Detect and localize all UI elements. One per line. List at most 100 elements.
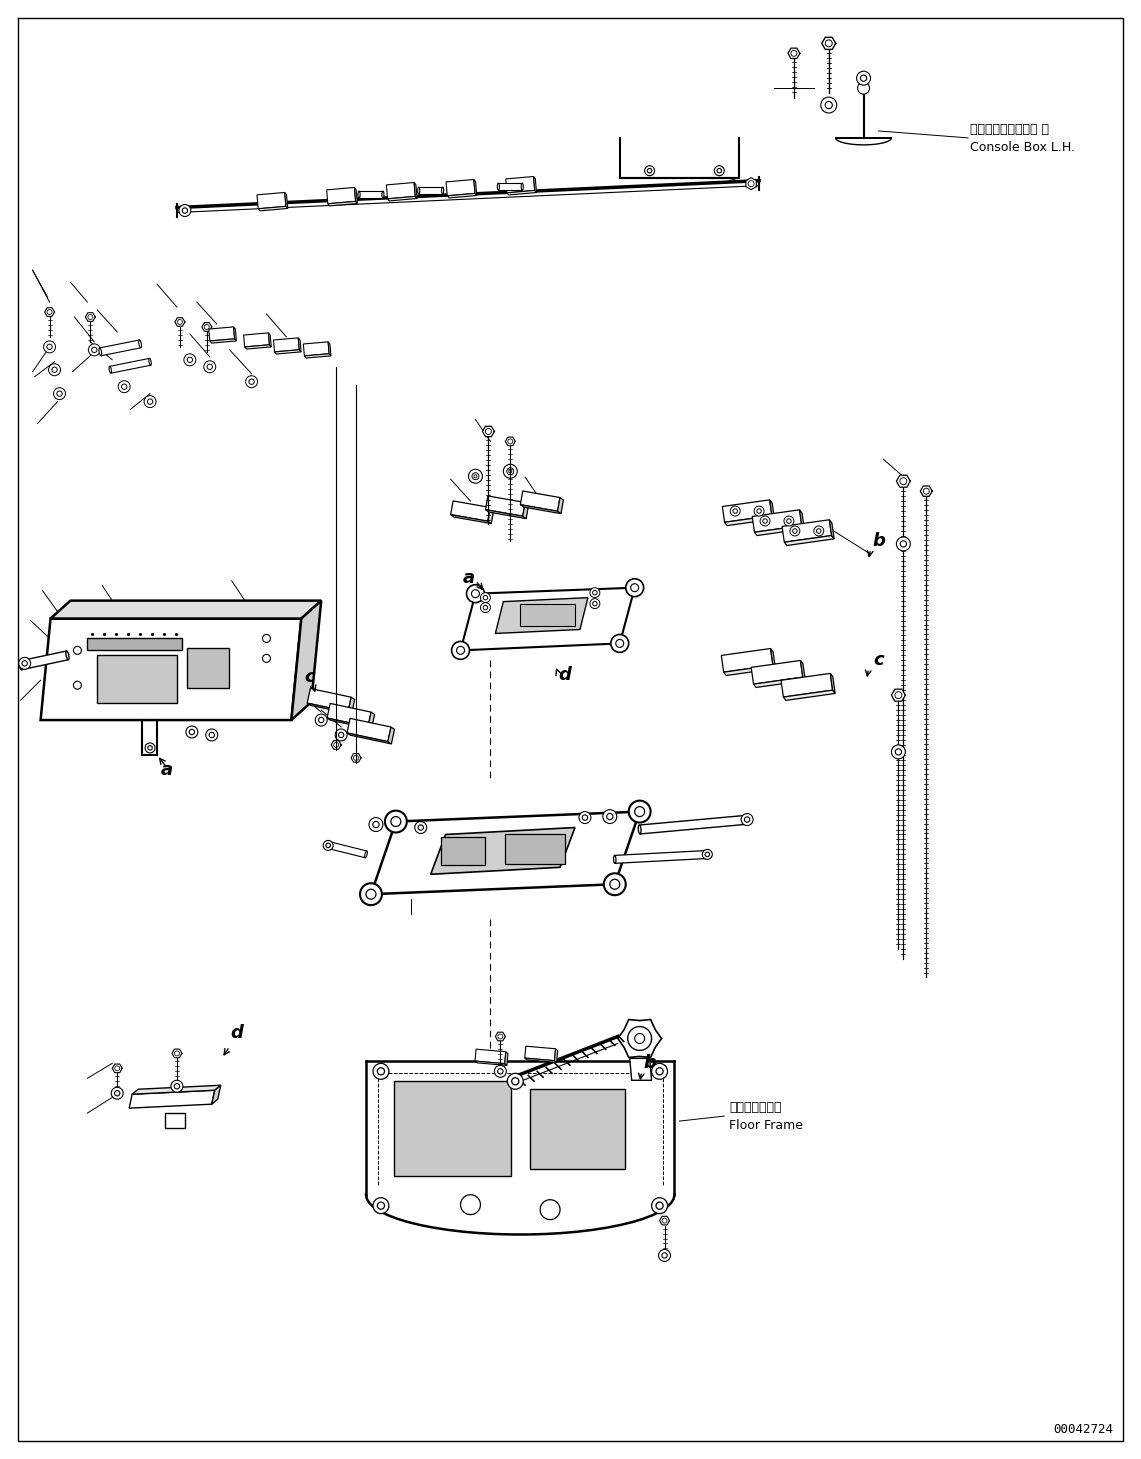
Polygon shape (388, 727, 395, 744)
Polygon shape (388, 197, 418, 201)
Polygon shape (307, 689, 351, 712)
Polygon shape (175, 318, 185, 327)
Circle shape (323, 840, 333, 851)
Ellipse shape (139, 340, 141, 347)
Circle shape (262, 655, 270, 662)
Polygon shape (347, 718, 391, 741)
Circle shape (760, 516, 770, 527)
Bar (88, 639, 181, 651)
Polygon shape (446, 179, 475, 196)
Polygon shape (369, 712, 374, 730)
Polygon shape (305, 353, 331, 357)
Polygon shape (753, 677, 806, 687)
Circle shape (49, 363, 60, 376)
Circle shape (754, 506, 764, 516)
Polygon shape (359, 191, 383, 198)
Polygon shape (830, 519, 834, 538)
Circle shape (625, 579, 644, 597)
Circle shape (480, 592, 491, 603)
Circle shape (469, 470, 483, 483)
Bar (165, 1113, 185, 1128)
Circle shape (18, 658, 31, 670)
Bar (531, 1090, 625, 1169)
Polygon shape (327, 703, 371, 727)
Circle shape (891, 746, 905, 759)
Circle shape (204, 360, 216, 372)
Circle shape (714, 166, 725, 175)
Bar (394, 1081, 511, 1176)
Polygon shape (504, 1052, 508, 1065)
Ellipse shape (358, 191, 361, 198)
Ellipse shape (66, 651, 70, 659)
Circle shape (858, 82, 869, 95)
Polygon shape (348, 697, 355, 713)
Circle shape (144, 395, 156, 407)
Text: b: b (872, 533, 885, 550)
Polygon shape (475, 1061, 507, 1065)
Polygon shape (495, 598, 588, 633)
Circle shape (373, 1198, 389, 1214)
Circle shape (742, 814, 753, 826)
Polygon shape (639, 816, 750, 835)
Polygon shape (387, 182, 415, 198)
Polygon shape (244, 344, 272, 349)
Polygon shape (110, 359, 151, 374)
Polygon shape (19, 651, 68, 670)
Polygon shape (234, 327, 236, 341)
Circle shape (480, 603, 491, 613)
Ellipse shape (19, 661, 23, 670)
Polygon shape (835, 139, 891, 144)
Text: コンソールボックス 左: コンソールボックス 左 (970, 123, 1049, 136)
Circle shape (73, 681, 81, 689)
Polygon shape (534, 177, 536, 193)
Circle shape (629, 801, 650, 823)
Ellipse shape (497, 184, 500, 190)
Polygon shape (212, 1085, 220, 1104)
Circle shape (578, 811, 591, 823)
Text: a: a (462, 569, 475, 587)
Circle shape (452, 642, 469, 659)
Polygon shape (202, 322, 212, 331)
Circle shape (186, 727, 197, 738)
Circle shape (467, 585, 485, 603)
Ellipse shape (747, 816, 751, 824)
Polygon shape (485, 509, 526, 518)
Circle shape (503, 464, 517, 479)
Circle shape (184, 355, 196, 366)
Polygon shape (355, 187, 357, 203)
Ellipse shape (99, 347, 102, 356)
Polygon shape (754, 525, 804, 535)
Circle shape (361, 883, 382, 905)
Polygon shape (414, 182, 418, 198)
Polygon shape (451, 515, 492, 524)
Bar (520, 604, 575, 626)
Circle shape (784, 516, 794, 527)
Circle shape (604, 874, 625, 896)
Polygon shape (520, 505, 561, 514)
Polygon shape (325, 840, 367, 858)
Ellipse shape (614, 855, 616, 864)
Polygon shape (659, 1217, 670, 1226)
Polygon shape (505, 177, 535, 193)
Text: c: c (304, 668, 315, 686)
Polygon shape (555, 1049, 558, 1062)
Polygon shape (615, 851, 710, 864)
Circle shape (111, 1087, 123, 1099)
Circle shape (43, 341, 56, 353)
Polygon shape (782, 519, 832, 543)
Polygon shape (558, 498, 564, 514)
Polygon shape (746, 178, 756, 190)
Polygon shape (44, 308, 55, 317)
Polygon shape (129, 1090, 215, 1109)
Circle shape (179, 204, 191, 216)
Polygon shape (723, 665, 776, 676)
Polygon shape (307, 703, 351, 713)
Polygon shape (331, 741, 341, 750)
Circle shape (897, 537, 911, 552)
Polygon shape (788, 48, 800, 58)
Circle shape (205, 730, 218, 741)
Polygon shape (268, 333, 272, 347)
Circle shape (820, 98, 836, 112)
Polygon shape (921, 486, 932, 496)
Text: d: d (230, 1024, 243, 1043)
